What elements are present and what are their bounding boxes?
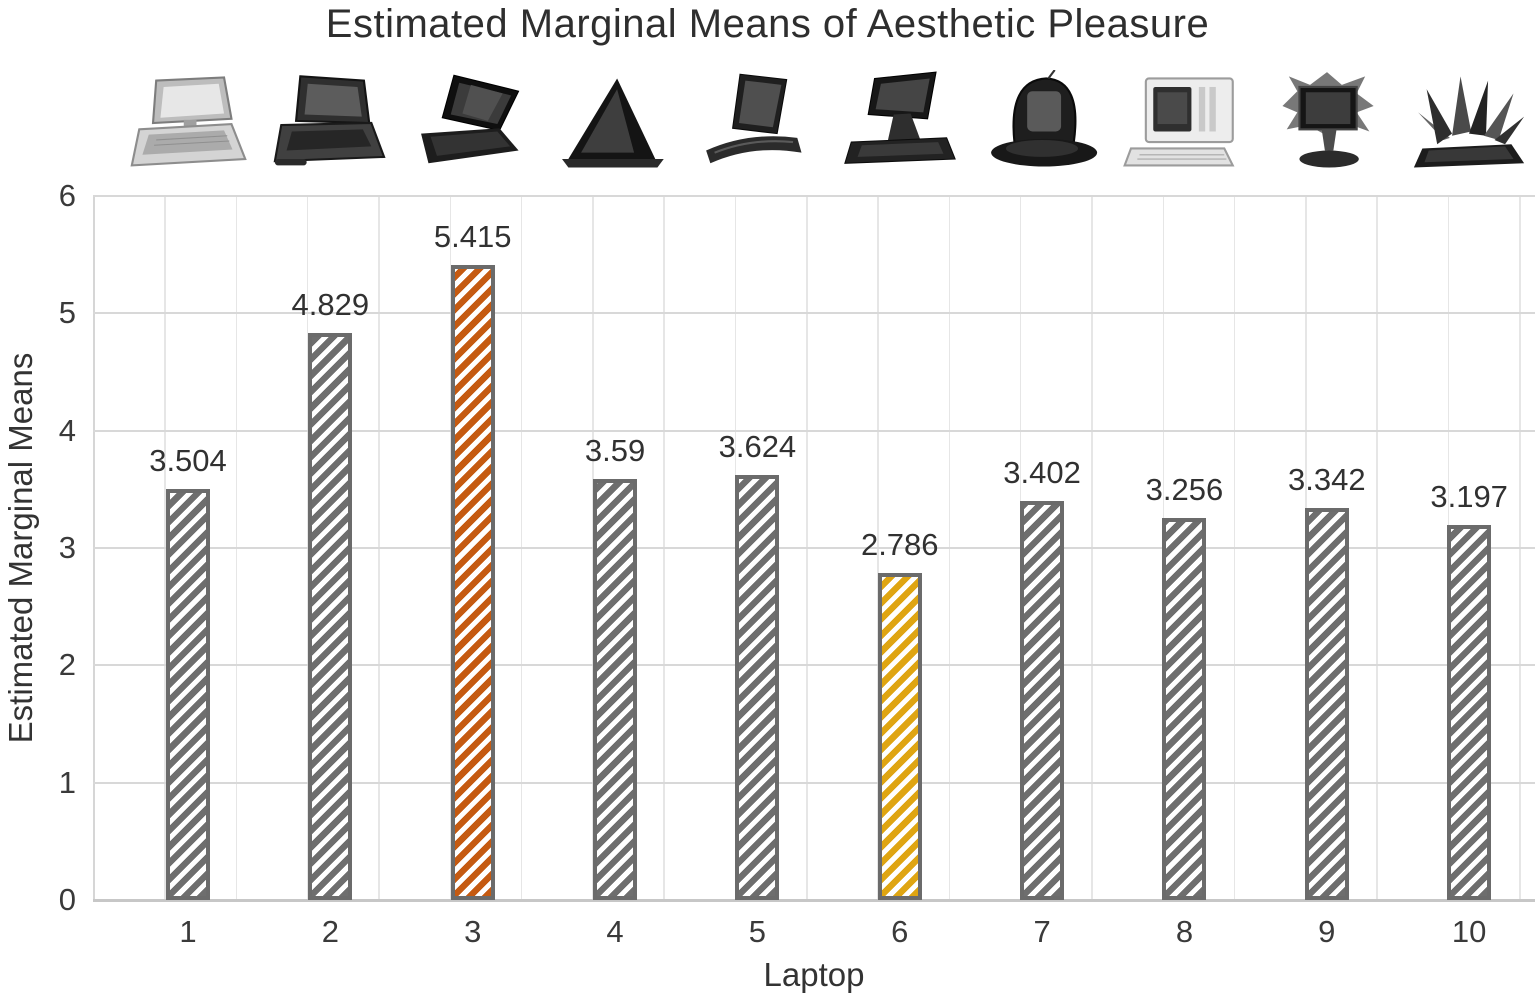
spiky-monitor-concept-image [1263, 70, 1391, 176]
tent-convertible-laptop-image [551, 70, 679, 176]
horizontal-gridline [93, 781, 1535, 784]
bar-value-label: 3.624 [718, 428, 797, 464]
horizontal-gridline [93, 547, 1535, 549]
x-tick-label: 6 [891, 914, 909, 949]
rounded-clamshell-laptop-image [978, 69, 1106, 176]
y-tick-label: 4 [58, 412, 76, 448]
bar-value-label: 3.342 [1288, 461, 1366, 497]
vintage-laptop-image [124, 70, 252, 176]
chart-title: Estimated Marginal Means of Aesthetic Pl… [325, 2, 1210, 46]
rugged-laptop-image [266, 70, 394, 176]
y-tick-label: 6 [58, 178, 76, 213]
bar-value-label: 4.829 [291, 287, 370, 323]
x-tick-label: 8 [1175, 914, 1194, 949]
bar-laptop-2 [308, 333, 353, 900]
x-tick-label: 7 [1033, 914, 1051, 949]
bar-value-label: 3.256 [1145, 471, 1224, 507]
x-axis-line [93, 899, 1535, 902]
bar-laptop-4 [593, 478, 638, 900]
bar-laptop-9 [1304, 507, 1349, 900]
bar-laptop-5 [735, 474, 780, 900]
y-tick-label: 1 [58, 764, 76, 800]
bar-laptop-1 [166, 488, 210, 900]
x-tick-label: 9 [1318, 914, 1336, 949]
x-tick-label: 3 [464, 914, 482, 949]
bar-laptop-10 [1447, 524, 1492, 900]
horizontal-gridline [93, 664, 1535, 667]
bar-value-label: 3.59 [584, 432, 646, 468]
y-tick-label: 2 [58, 647, 76, 683]
horizontal-gridline [93, 195, 1535, 197]
bar-value-label: 3.197 [1430, 478, 1508, 514]
modern-black-laptop-image [409, 70, 537, 176]
y-tick-label: 3 [58, 530, 76, 565]
bar-laptop-6 [877, 573, 922, 900]
bar-value-label: 3.504 [149, 442, 227, 478]
x-tick-label: 4 [606, 914, 624, 949]
x-tick-label: 2 [321, 914, 339, 949]
tilted-screen-laptop-image [836, 70, 964, 176]
y-tick-label: 5 [58, 295, 76, 331]
bar-laptop-7 [1020, 500, 1065, 900]
horizontal-gridline [93, 312, 1535, 315]
bar-value-label: 5.415 [433, 218, 512, 254]
plot-area: 3.504 4.829 5.415 3.59 3.624 2.786 3.402 3.256 3… [93, 195, 1535, 902]
x-tick-label: 10 [1451, 914, 1487, 949]
bar-laptop-3 [450, 264, 495, 900]
x-axis-title: Laptop [763, 956, 865, 993]
y-tick-label: 0 [58, 882, 76, 917]
exploded-laptop-concept-image [1405, 70, 1533, 176]
curved-slim-laptop-image [693, 70, 821, 176]
x-tick-label: 1 [179, 914, 197, 949]
horizontal-gridline [93, 429, 1535, 432]
x-tick-label: 5 [748, 914, 767, 949]
bar-value-label: 2.786 [860, 527, 939, 563]
portable-computer-image [1120, 70, 1248, 176]
bar-laptop-8 [1162, 517, 1207, 900]
bar-value-label: 3.402 [1003, 454, 1081, 490]
y-axis-title: Estimated Marginal Means [2, 352, 39, 744]
